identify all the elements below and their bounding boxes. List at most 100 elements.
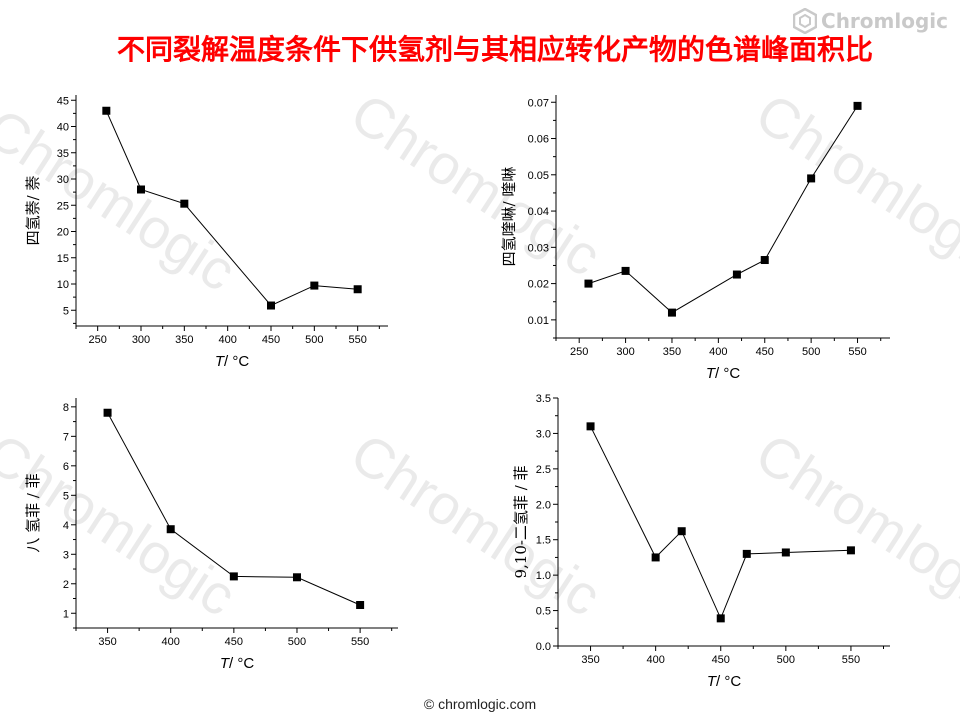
x-axis-label-variable: T	[706, 365, 717, 382]
data-point	[732, 270, 741, 279]
y-tick-label: 0.04	[528, 206, 549, 218]
data-point	[716, 614, 725, 623]
y-tick-label: 0.06	[528, 134, 549, 146]
page-title: 不同裂解温度条件下供氢剂与其相应转化产物的色谱峰面积比	[116, 33, 873, 66]
x-axis-label-unit: / °C	[224, 353, 249, 370]
y-tick-label: 8	[63, 402, 69, 414]
logo-text: Chromlogic	[821, 9, 948, 33]
x-axis-label-unit: / °C	[229, 655, 254, 672]
y-tick-label: 3	[63, 549, 69, 561]
x-tick-label: 450	[225, 636, 243, 648]
chart-4: 350 400 450 500 550 0.0 0.5 1.0 1.5 2.0 2.5 3.0 3.5 T…	[512, 393, 890, 690]
y-axis-label: 9,10-二氢菲 / 菲	[512, 465, 530, 578]
data-point	[166, 525, 175, 534]
y-axis-label: 八 氢菲 / 菲	[24, 473, 42, 552]
y-tick-label: 0.07	[528, 97, 549, 109]
footer-copyright: © chromlogic.com	[423, 696, 537, 712]
x-tick-label: 500	[305, 334, 323, 346]
x-tick-label: 250	[88, 334, 106, 346]
chart-2: 250 300 350 400 450 500 550 0.01 0.02 0.03 0.04 0.0…	[500, 95, 890, 382]
x-tick-label: 500	[802, 346, 820, 358]
data-point	[853, 101, 862, 110]
x-tick-label: 400	[646, 654, 664, 666]
data-point	[229, 572, 238, 581]
x-axis-label: T/ °C	[707, 673, 742, 690]
y-tick-label: 3.5	[536, 393, 551, 405]
x-tick-label: 250	[570, 346, 588, 358]
x-tick-label: 550	[348, 334, 366, 346]
data-point	[807, 174, 816, 183]
x-tick-label: 400	[162, 636, 180, 648]
y-tick-label: 45	[57, 95, 69, 107]
y-tick-label: 0.0	[536, 641, 551, 653]
data-point	[353, 285, 362, 294]
data-point	[267, 301, 275, 310]
x-axis-label: T/ °C	[215, 353, 250, 370]
x-tick-label: 300	[132, 334, 150, 346]
y-tick-label: 20	[57, 227, 69, 239]
x-axis-label-variable: T	[707, 673, 718, 690]
y-tick-label: 5	[63, 490, 69, 502]
x-tick-label: 350	[175, 334, 193, 346]
series-line	[588, 105, 858, 314]
x-tick-label: 550	[848, 346, 866, 358]
x-tick-label: 400	[709, 346, 727, 358]
x-tick-label: 450	[262, 334, 280, 346]
x-tick-label: 500	[288, 636, 306, 648]
y-tick-label: 40	[57, 122, 69, 134]
data-point	[677, 527, 686, 536]
x-axis-label-variable: T	[215, 353, 226, 370]
charts-canvas: 250 300 350 400 450 500 55051015202530354045T/…	[24, 95, 890, 690]
data-point	[180, 199, 189, 208]
data-point	[137, 185, 145, 194]
y-tick-label: 25	[57, 200, 69, 212]
y-tick-label: 0.02	[528, 279, 549, 291]
y-tick-label: 15	[57, 253, 69, 265]
data-point	[621, 266, 630, 275]
y-tick-label: 1.5	[536, 535, 551, 547]
brand-logo: Chromlogic	[793, 6, 948, 36]
y-tick-label: 0.01	[528, 315, 549, 327]
x-tick-label: 300	[616, 346, 634, 358]
y-tick-label: 30	[57, 174, 69, 186]
y-axis-label: 四氢喹啉/ 喹啉	[500, 167, 518, 267]
y-axis-label: 四氢萘/ 萘	[24, 176, 42, 246]
chart-1: 250 300 350 400 450 500 550 5 10 15 20 25 30 35 40 45 T/…	[24, 95, 388, 370]
data-point	[310, 281, 319, 290]
x-tick-label: 350	[98, 636, 116, 648]
x-axis-label: T/ °C	[706, 365, 741, 382]
y-tick-label: 1	[63, 608, 69, 620]
y-tick-label: 5	[63, 305, 69, 317]
data-point	[781, 548, 790, 557]
data-point	[651, 553, 660, 562]
data-point	[103, 408, 112, 417]
data-point	[667, 308, 676, 317]
y-tick-label: 2.0	[536, 499, 551, 511]
x-axis-label-unit: / °C	[715, 365, 740, 382]
chart-3: 350 400 450 500 550 1 2 3 4 5 6 7 8 T/ °C 八 氢菲 / 菲	[24, 398, 398, 672]
hexagon-icon	[793, 8, 818, 34]
data-point	[846, 546, 855, 555]
x-axis-label-unit: / °C	[716, 673, 741, 690]
y-tick-label: 10	[57, 279, 69, 291]
data-point	[742, 549, 751, 558]
y-tick-label: 7	[63, 431, 69, 443]
x-tick-label: 350	[663, 346, 681, 358]
series-line	[590, 426, 851, 620]
y-tick-label: 2.5	[536, 464, 551, 476]
x-tick-label: 450	[756, 346, 774, 358]
y-tick-label: 6	[63, 461, 69, 473]
y-tick-label: 0.03	[528, 242, 549, 254]
series-line	[105, 110, 358, 307]
x-tick-label: 350	[581, 654, 599, 666]
x-tick-label: 400	[218, 334, 236, 346]
x-axis-label: T/ °C	[220, 655, 255, 672]
data-point	[292, 573, 301, 582]
y-tick-label: 3.0	[536, 428, 551, 440]
y-tick-label: 4	[63, 520, 69, 532]
x-axis-label-variable: T	[220, 655, 231, 672]
x-tick-label: 550	[351, 636, 369, 648]
y-tick-label: 35	[57, 148, 69, 160]
data-point	[760, 256, 769, 265]
data-point	[102, 106, 111, 115]
